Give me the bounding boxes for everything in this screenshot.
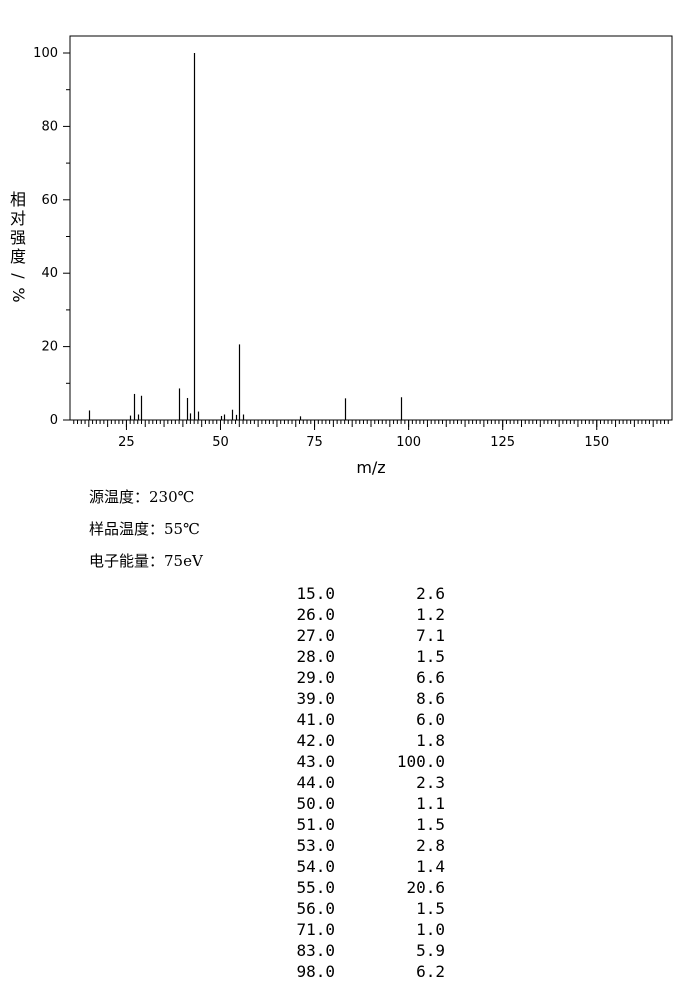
- intensity-cell: 5.9: [416, 941, 445, 960]
- mz-cell: 15.0: [296, 584, 335, 603]
- mz-cell: 42.0: [296, 731, 335, 750]
- intensity-cell: 2.3: [416, 773, 445, 792]
- intensity-cell: 1.5: [416, 899, 445, 918]
- mz-cell: 27.0: [296, 626, 335, 645]
- table-row: 56.0 1.5: [290, 898, 445, 919]
- y-tick-label: 100: [33, 46, 58, 61]
- intensity-cell: 1.5: [416, 647, 445, 666]
- table-row: 50.0 1.1: [290, 793, 445, 814]
- mz-cell: 51.0: [296, 815, 335, 834]
- table-row: 41.0 6.0: [290, 709, 445, 730]
- table-row: 29.0 6.6: [290, 667, 445, 688]
- mz-cell: 29.0: [296, 668, 335, 687]
- intensity-cell: 1.2: [416, 605, 445, 624]
- plot-frame: [69, 35, 673, 421]
- table-row: 51.0 1.5: [290, 814, 445, 835]
- intensity-cell: 6.2: [416, 962, 445, 981]
- mz-cell: 98.0: [296, 962, 335, 981]
- table-row: 44.0 2.3: [290, 772, 445, 793]
- spectrum-peaks: [88, 53, 403, 420]
- mz-cell: 71.0: [296, 920, 335, 939]
- table-row: 55.0 20.6: [290, 877, 445, 898]
- intensity-cell: 20.6: [406, 878, 445, 897]
- table-row: 27.0 7.1: [290, 625, 445, 646]
- peak-table: 15.0 2.6 26.0 1.2 27.0 7.1 28.0 1.5 29.0 6.6 39.0 8…: [290, 583, 445, 982]
- mz-cell: 28.0: [296, 647, 335, 666]
- y-tick-label: 80: [41, 119, 58, 134]
- y-axis-title-char: 对: [10, 209, 26, 228]
- mz-cell: 55.0: [296, 878, 335, 897]
- table-row: 28.0 1.5: [290, 646, 445, 667]
- x-tick-label: 125: [490, 435, 515, 450]
- table-row: 98.0 6.2: [290, 961, 445, 982]
- intensity-cell: 1.0: [416, 920, 445, 939]
- electron-energy: 电子能量：75eV: [89, 552, 203, 570]
- intensity-cell: 2.8: [416, 836, 445, 855]
- mz-cell: 56.0: [296, 899, 335, 918]
- mz-cell: 83.0: [296, 941, 335, 960]
- x-tick-label: 50: [212, 435, 229, 450]
- x-axis: 25 50 75 100 125 150: [118, 420, 609, 450]
- y-axis-title-char: /: [9, 273, 28, 279]
- mz-cell: 50.0: [296, 794, 335, 813]
- y-tick-label: 20: [41, 340, 58, 355]
- table-row: 26.0 1.2: [290, 604, 445, 625]
- y-axis-title-char: 强: [10, 228, 26, 247]
- table-row: 39.0 8.6: [290, 688, 445, 709]
- intensity-cell: 8.6: [416, 689, 445, 708]
- table-row: 42.0 1.8: [290, 730, 445, 751]
- intensity-cell: 100.0: [396, 752, 445, 771]
- intensity-cell: 1.5: [416, 815, 445, 834]
- x-tick-label: 150: [584, 435, 609, 450]
- y-tick-label: 0: [50, 413, 58, 428]
- intensity-cell: 7.1: [416, 626, 445, 645]
- intensity-cell: 6.6: [416, 668, 445, 687]
- intensity-cell: 2.6: [416, 584, 445, 603]
- table-row: 15.0 2.6: [290, 583, 445, 604]
- table-row: 83.0 5.9: [290, 940, 445, 961]
- mz-cell: 53.0: [296, 836, 335, 855]
- x-minor-ticks: [73, 420, 669, 427]
- y-axis-title-char: 相: [10, 190, 26, 209]
- intensity-cell: 1.1: [416, 794, 445, 813]
- mz-cell: 44.0: [296, 773, 335, 792]
- y-tick-label: 60: [41, 193, 58, 208]
- intensity-cell: 1.8: [416, 731, 445, 750]
- table-row: 54.0 1.4: [290, 856, 445, 877]
- mz-cell: 54.0: [296, 857, 335, 876]
- x-tick-label: 75: [306, 435, 323, 450]
- mz-cell: 26.0: [296, 605, 335, 624]
- table-row: 71.0 1.0: [290, 919, 445, 940]
- intensity-cell: 1.4: [416, 857, 445, 876]
- y-tick-label: 40: [41, 266, 58, 281]
- table-row: 53.0 2.8: [290, 835, 445, 856]
- y-axis-title-char: %: [9, 287, 28, 302]
- mz-cell: 41.0: [296, 710, 335, 729]
- source-temperature: 源温度：230℃: [89, 488, 195, 506]
- x-tick-label: 100: [396, 435, 421, 450]
- x-tick-label: 25: [118, 435, 135, 450]
- table-row: 43.0 100.0: [290, 751, 445, 772]
- y-axis-title-char: 度: [10, 247, 26, 266]
- x-axis-title: m/z: [356, 458, 385, 477]
- intensity-cell: 6.0: [416, 710, 445, 729]
- y-axis: 0 20 40 60 80 100: [33, 46, 70, 428]
- mz-cell: 43.0: [296, 752, 335, 771]
- mz-cell: 39.0: [296, 689, 335, 708]
- sample-temperature: 样品温度：55℃: [89, 520, 200, 538]
